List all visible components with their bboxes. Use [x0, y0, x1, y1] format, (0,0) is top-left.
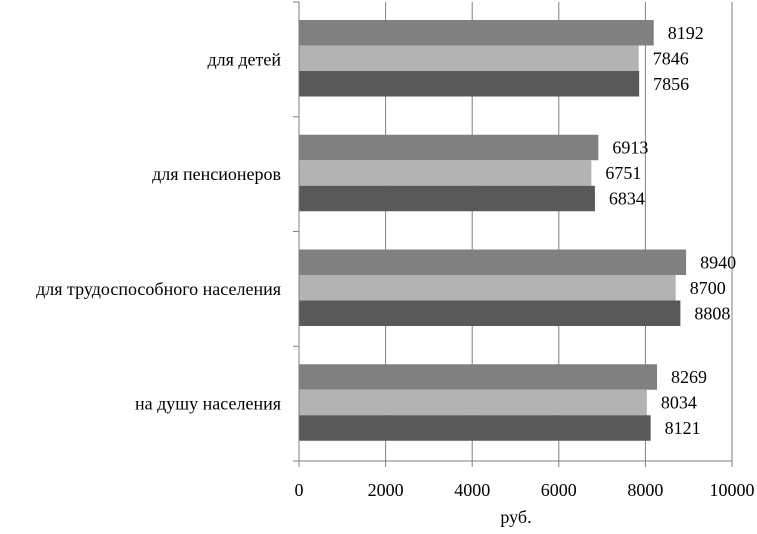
axes [293, 1, 733, 467]
bar-2-2 [299, 160, 592, 186]
x-tick-label: 4000 [454, 480, 490, 500]
data-label: 7856 [653, 74, 689, 94]
data-label: 6751 [605, 163, 641, 183]
category-label: для трудоспособного населения [36, 279, 281, 299]
bar-4-3 [299, 415, 651, 441]
x-tick-label: 0 [295, 480, 304, 500]
data-label: 8700 [690, 278, 726, 298]
data-label: 8121 [665, 418, 701, 438]
data-label: 8940 [700, 252, 736, 272]
data-label: 8269 [671, 367, 707, 387]
category-label: для детей [207, 49, 281, 69]
data-label: 6913 [612, 138, 648, 158]
category-label: для пенсионеров [152, 164, 281, 184]
bar-1-1 [299, 20, 654, 46]
bar-2-1 [299, 134, 599, 161]
data-label: 8034 [661, 393, 697, 413]
bar-3-2 [299, 275, 676, 301]
x-tick-label: 10000 [710, 480, 755, 500]
x-tick-label: 8000 [627, 480, 663, 500]
x-axis-title: руб. [500, 507, 531, 527]
bar-2-3 [299, 185, 595, 212]
data-label: 8808 [694, 303, 730, 323]
x-tick-label: 2000 [368, 480, 404, 500]
data-label: 6834 [609, 189, 645, 209]
bar-4-1 [299, 364, 658, 390]
data-label: 8192 [668, 23, 704, 43]
bar-4-2 [299, 389, 647, 416]
category-label: на душу населения [135, 394, 281, 414]
bar-3-1 [299, 249, 687, 275]
bars [299, 20, 687, 441]
bar-3-3 [299, 300, 681, 326]
bar-1-2 [299, 45, 639, 71]
data-label: 7846 [653, 48, 689, 68]
x-tick-label: 6000 [541, 480, 577, 500]
bar-1-3 [299, 71, 640, 97]
labels: 8192 7846 7856 для детей 6913 6751 6834 для пен… [36, 23, 754, 500]
